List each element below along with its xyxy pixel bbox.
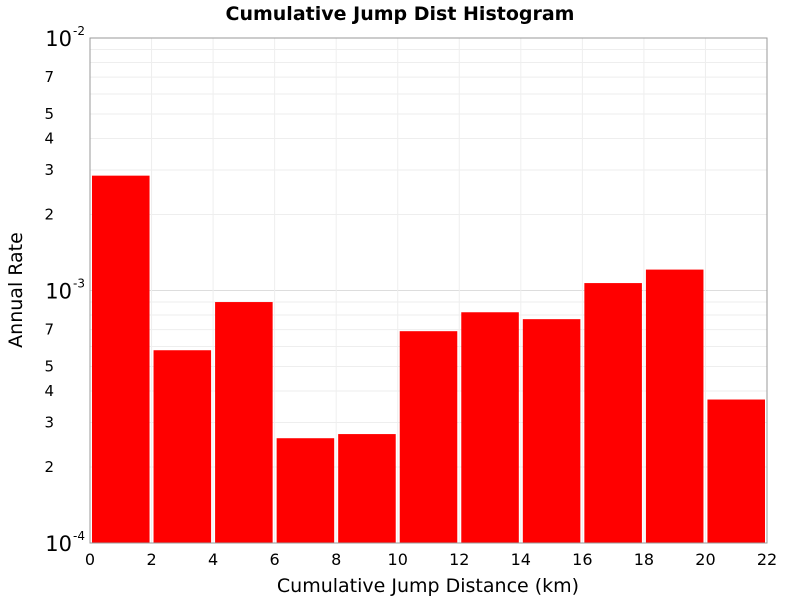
y-tick-minor: 7 bbox=[44, 321, 54, 339]
y-tick-minor: 7 bbox=[44, 68, 54, 86]
x-tick-5: 10 bbox=[388, 550, 408, 569]
y-tick-minor: 5 bbox=[44, 358, 54, 376]
plot-border bbox=[89, 37, 768, 544]
y-tick-exponent: -3 bbox=[73, 277, 85, 291]
x-tick-9: 18 bbox=[634, 550, 654, 569]
y-tick-minor: 2 bbox=[44, 458, 54, 476]
bar-6 bbox=[461, 312, 519, 543]
x-axis-ticks: 0 2 4 6 8 10 12 14 16 18 20 22 bbox=[85, 550, 777, 569]
bar-4 bbox=[338, 434, 396, 543]
y-tick-minor: 3 bbox=[44, 414, 54, 432]
y-tick-major-2: 10 -4 bbox=[45, 529, 85, 556]
x-tick-8: 16 bbox=[572, 550, 592, 569]
grid-lines bbox=[89, 37, 768, 544]
bar-8 bbox=[584, 283, 642, 543]
y-tick-minor: 3 bbox=[44, 161, 54, 179]
x-axis-label: Cumulative Jump Distance (km) bbox=[277, 575, 579, 597]
x-tick-0: 0 bbox=[85, 550, 95, 569]
y-axis-label: Annual Rate bbox=[5, 232, 27, 348]
bars bbox=[92, 175, 765, 543]
bar-1 bbox=[153, 350, 212, 543]
x-tick-6: 12 bbox=[449, 550, 469, 569]
bar-9 bbox=[645, 269, 704, 543]
bar-5 bbox=[399, 331, 458, 543]
x-tick-4: 8 bbox=[331, 550, 341, 569]
x-tick-1: 2 bbox=[146, 550, 156, 569]
bar-3 bbox=[276, 438, 335, 543]
x-tick-7: 14 bbox=[511, 550, 531, 569]
bar-0 bbox=[92, 175, 150, 543]
bar-7 bbox=[522, 319, 581, 543]
y-tick-base: 10 bbox=[45, 280, 72, 304]
y-tick-exponent: -2 bbox=[73, 24, 85, 38]
y-tick-minor: 2 bbox=[44, 205, 54, 223]
y-tick-major-1: 10 -3 bbox=[45, 277, 85, 304]
y-tick-minor: 5 bbox=[44, 105, 54, 123]
x-tick-2: 4 bbox=[208, 550, 218, 569]
y-tick-minor: 4 bbox=[44, 382, 54, 400]
y-tick-base: 10 bbox=[45, 27, 72, 51]
y-tick-base: 10 bbox=[45, 532, 72, 556]
bar-2 bbox=[215, 302, 273, 543]
chart-title: Cumulative Jump Dist Histogram bbox=[226, 3, 575, 25]
bar-10 bbox=[707, 399, 765, 543]
y-tick-exponent: -4 bbox=[73, 529, 85, 543]
x-tick-3: 6 bbox=[270, 550, 280, 569]
x-tick-10: 20 bbox=[695, 550, 715, 569]
x-tick-11: 22 bbox=[757, 550, 777, 569]
y-tick-major-0: 10 -2 bbox=[45, 24, 85, 51]
y-tick-minor: 4 bbox=[44, 129, 54, 147]
